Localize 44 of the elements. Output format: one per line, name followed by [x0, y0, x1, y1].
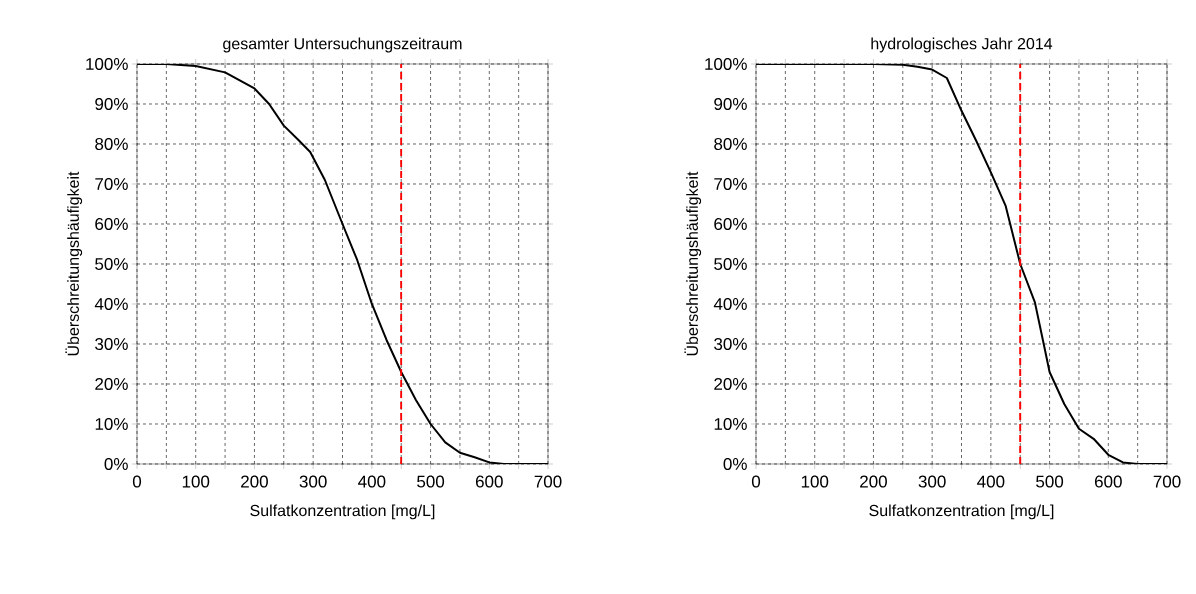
- y-tick-label: 50%: [714, 257, 747, 271]
- x-tick-label: 500: [1036, 475, 1064, 488]
- y-tick-label: 90%: [95, 97, 128, 111]
- y-tick-label: 100%: [86, 57, 128, 71]
- chart-title: gesamter Untersuchungszeitraum: [223, 37, 462, 53]
- chart-title: hydrologisches Jahr 2014: [871, 37, 1053, 53]
- y-tick-label: 50%: [95, 257, 128, 271]
- x-axis-title: Sulfatkonzentration [mg/L]: [250, 504, 435, 520]
- y-axis-title: Überschreitungshäufigkeit: [684, 171, 702, 356]
- x-axis-title: Sulfatkonzentration [mg/L]: [869, 504, 1054, 520]
- y-axis-title: Überschreitungshäufigkeit: [65, 171, 83, 356]
- y-tick-label: 10%: [714, 417, 747, 431]
- x-tick-label: 600: [475, 475, 503, 488]
- x-tick-label: 0: [751, 475, 761, 488]
- y-tick-label: 80%: [95, 137, 128, 151]
- y-tick-label: 30%: [714, 337, 747, 351]
- y-tick-label: 20%: [95, 377, 128, 391]
- x-tick-label: 700: [1153, 475, 1181, 488]
- x-tick-label: 0: [132, 475, 142, 488]
- y-tick-label: 0%: [723, 457, 747, 471]
- x-tick-label: 200: [241, 475, 268, 488]
- x-tick-label: 300: [918, 475, 946, 488]
- y-tick-label: 0%: [104, 457, 128, 471]
- y-tick-label: 90%: [714, 97, 747, 111]
- y-tick-label: 40%: [94, 297, 128, 311]
- y-tick-label: 100%: [705, 57, 747, 71]
- x-tick-label: 700: [534, 475, 562, 488]
- y-tick-label: 40%: [713, 297, 747, 311]
- x-tick-label: 400: [358, 475, 386, 488]
- y-tick-label: 10%: [95, 417, 128, 431]
- x-tick-label: 300: [299, 475, 327, 488]
- y-tick-label: 70%: [714, 177, 747, 191]
- y-tick-label: 80%: [714, 137, 747, 151]
- x-tick-label: 100: [182, 475, 210, 488]
- y-tick-label: 20%: [714, 377, 747, 391]
- y-tick-label: 70%: [95, 177, 128, 191]
- x-tick-label: 100: [801, 475, 829, 488]
- x-tick-label: 200: [860, 475, 887, 488]
- x-tick-label: 500: [417, 475, 445, 488]
- y-tick-label: 30%: [95, 337, 128, 351]
- y-tick-label: 60%: [95, 217, 128, 231]
- y-tick-label: 60%: [714, 217, 747, 231]
- x-tick-label: 400: [977, 475, 1005, 488]
- x-tick-label: 600: [1094, 475, 1122, 488]
